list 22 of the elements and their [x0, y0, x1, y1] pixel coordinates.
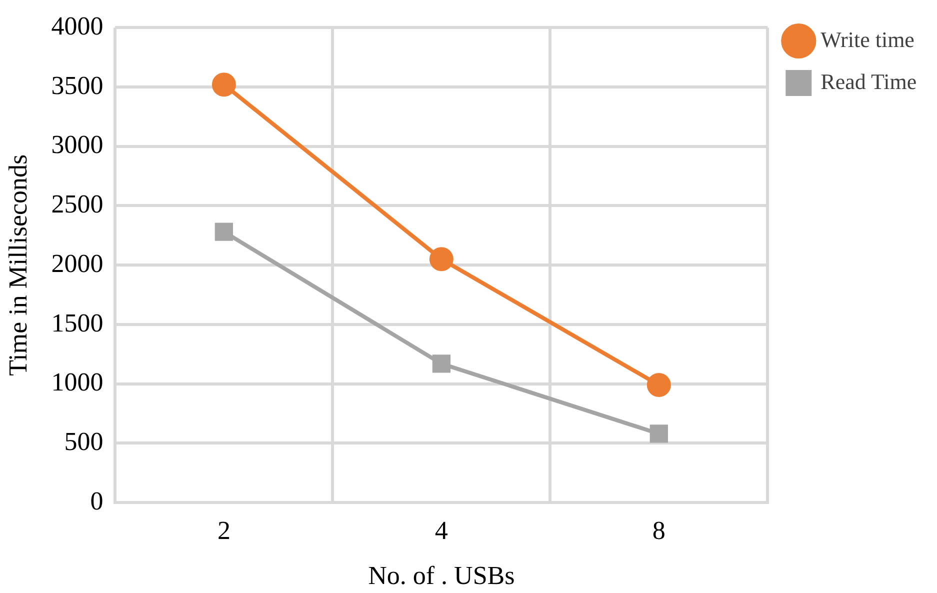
x-axis-title: No. of . USBs	[368, 561, 515, 590]
point	[214, 222, 234, 241]
y-tick-label: 3000	[51, 130, 104, 160]
legend-label: Read Time	[820, 68, 917, 94]
y-tick-label: 3500	[51, 70, 104, 100]
y-axis-title: Time in Milliseconds	[3, 154, 32, 376]
x-tick-label: 4	[434, 516, 448, 546]
point	[432, 354, 450, 373]
point	[429, 247, 454, 272]
x-tick-label: 2	[217, 516, 230, 546]
legend-label: Write time	[820, 26, 914, 52]
y-tick-label: 0	[90, 486, 104, 516]
x-tick-label: 8	[652, 516, 666, 546]
point	[646, 373, 671, 398]
point	[212, 72, 236, 97]
y-tick-label: 2000	[51, 248, 104, 278]
y-tick-label: 500	[64, 427, 104, 456]
y-tick-label: 1500	[51, 308, 104, 338]
y-tick-label: 1000	[51, 368, 104, 397]
point	[650, 424, 668, 443]
y-tick-label: 2500	[51, 190, 104, 219]
y-tick-label: 4000	[51, 11, 104, 40]
